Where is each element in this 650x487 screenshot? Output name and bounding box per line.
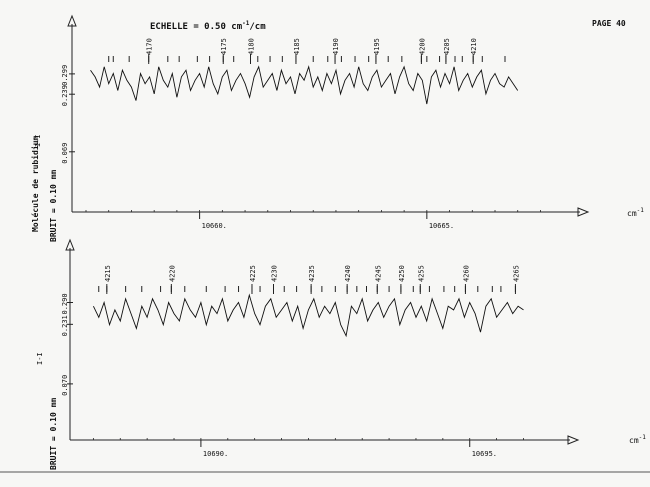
line-number-label: 4250	[398, 265, 406, 282]
line-number-label: 4195	[373, 38, 381, 55]
line-number-label: 4210	[470, 38, 478, 55]
y-tick-label: 0.299	[61, 65, 69, 86]
line-number-label: 4220	[168, 265, 176, 282]
molecule-label-text: Molécule de rubidium	[30, 135, 40, 232]
line-number-label: 4170	[146, 38, 154, 55]
line-number-label: 4205	[443, 38, 451, 55]
line-number-label: 4180	[248, 38, 256, 55]
y-axis-arrow	[65, 238, 75, 251]
x-tick-label: 10665.	[429, 222, 454, 230]
y-tick-label: 0.239	[61, 85, 69, 106]
x-axis-arrow	[577, 207, 590, 217]
y-tick-label: 0.070	[61, 375, 69, 396]
spectrum-trace	[90, 65, 519, 105]
line-number-label: 4230	[270, 265, 278, 282]
molecule-label: Molécule de rubidium	[30, 135, 40, 232]
line-number-label: 4185	[293, 38, 301, 55]
x-axis-arrow	[567, 435, 580, 445]
x-unit-bottom: cm-1	[629, 434, 646, 445]
line-number-label: 4245	[374, 265, 382, 282]
y-tick-label: 0.231	[61, 315, 69, 336]
line-number-label: 4255	[417, 265, 425, 282]
spectrum-trace	[92, 293, 524, 338]
line-number-label: 4175	[220, 38, 228, 55]
line-number-label: 4235	[308, 265, 316, 282]
y-tick-label: 0.290	[61, 293, 69, 314]
scale-caption-text: ECHELLE = 0.50 cm-1/cm	[150, 20, 266, 32]
line-number-label: 4215	[104, 265, 112, 282]
noise-label-bottom: BRUIT = 0.10 mm	[49, 398, 58, 470]
line-number-label: 4265	[512, 265, 520, 282]
line-number-label: 4190	[332, 38, 340, 55]
intensity-symbol-bottom: I-I	[36, 352, 44, 365]
line-number-label: 4260	[462, 265, 470, 282]
x-tick-label: 10695.	[472, 450, 497, 458]
scale-caption: ECHELLE = 0.50 cm-1/cm	[150, 20, 266, 32]
y-tick-label: 0.069	[61, 143, 69, 164]
noise-label-top: BRUIT = 0.10 mm	[49, 170, 58, 242]
line-number-label: 4225	[249, 265, 257, 282]
line-number-label: 4200	[418, 38, 426, 55]
x-tick-label: 10660.	[202, 222, 227, 230]
x-tick-label: 10690.	[203, 450, 228, 458]
intensity-symbol-top: I-I	[34, 134, 42, 147]
line-number-label: 4240	[344, 265, 352, 282]
x-unit-top: cm-1	[627, 207, 644, 218]
page-number: PAGE 40	[592, 19, 626, 28]
y-axis-arrow	[67, 14, 77, 27]
